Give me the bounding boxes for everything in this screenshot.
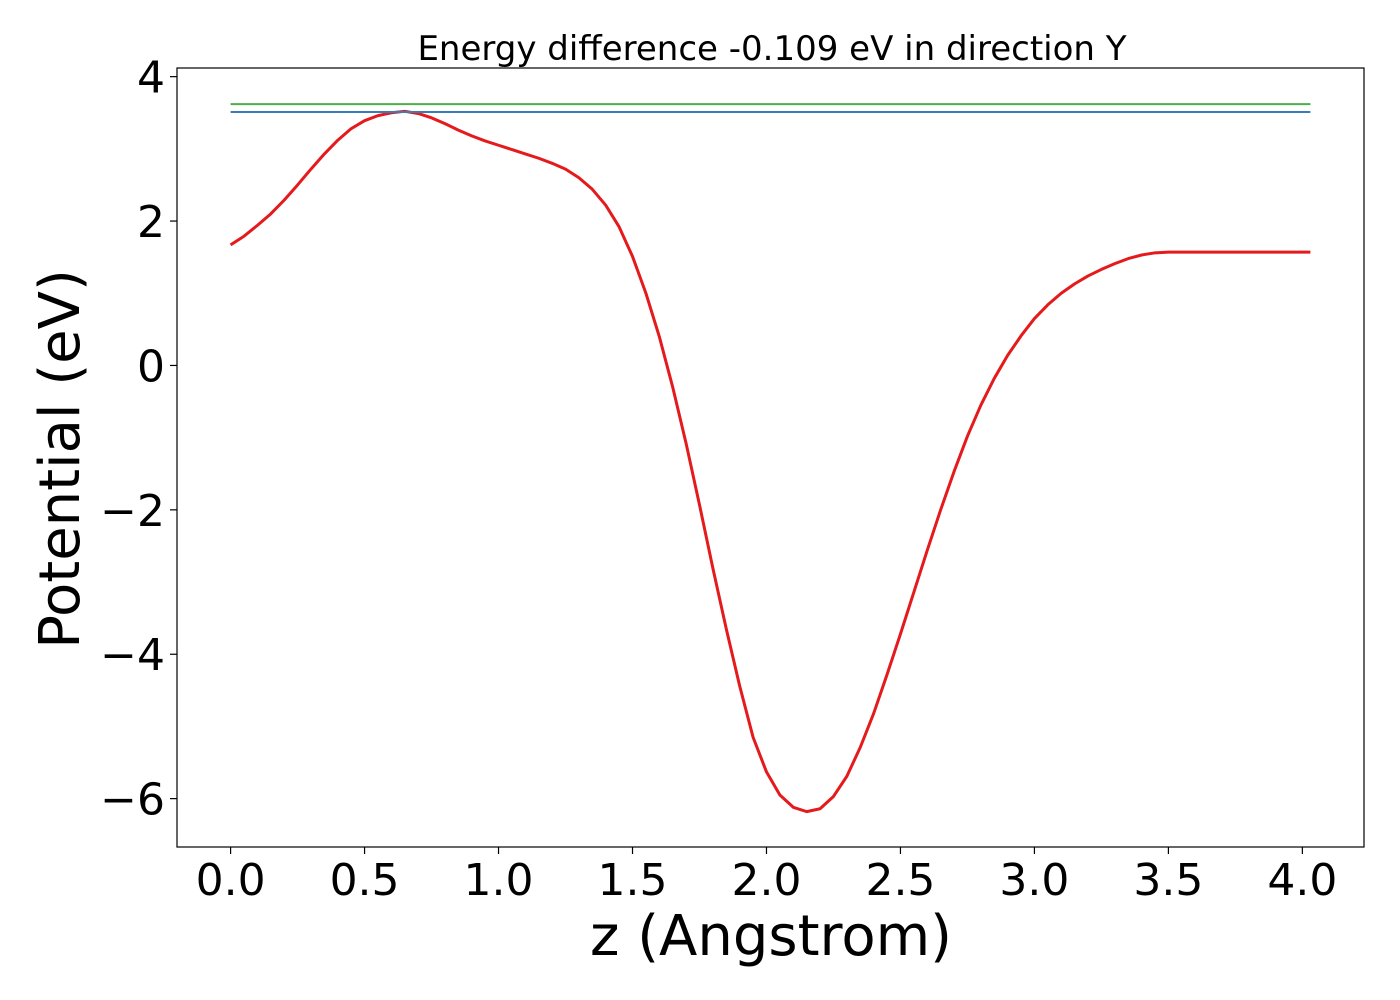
y-axis: 4 2 0 −2 −4 −6 [100, 53, 177, 826]
x-tick-label: 0.0 [196, 855, 266, 906]
x-tick-label: 0.5 [330, 855, 400, 906]
y-tick-label: −2 [100, 486, 165, 537]
y-tick-label: −4 [100, 630, 165, 681]
x-tick-label: 4.0 [1267, 855, 1337, 906]
series-line-0 [229, 109, 1311, 814]
x-tick-label: 1.5 [598, 855, 668, 906]
x-axis: 0.0 0.5 1.0 1.5 2.0 2.5 3.0 3.5 4.0 [196, 847, 1337, 906]
y-axis-title: Potential (eV) [28, 269, 93, 649]
plot-area [176, 67, 1365, 848]
x-tick-label: 1.0 [464, 855, 534, 906]
x-tick-label: 3.0 [999, 855, 1069, 906]
x-axis-title: z (Angstrom) [590, 904, 952, 969]
x-tick-label: 3.5 [1133, 855, 1203, 906]
plot-frame [176, 67, 1365, 848]
x-tick-label: 2.5 [865, 855, 935, 906]
y-tick-label: −6 [100, 775, 165, 826]
x-tick-label: 2.0 [731, 855, 801, 906]
y-tick-label: 0 [137, 341, 165, 392]
y-tick-label: 2 [137, 197, 165, 248]
chart-title: Energy difference -0.109 eV in direction… [417, 29, 1126, 69]
y-tick-label: 4 [137, 53, 165, 104]
